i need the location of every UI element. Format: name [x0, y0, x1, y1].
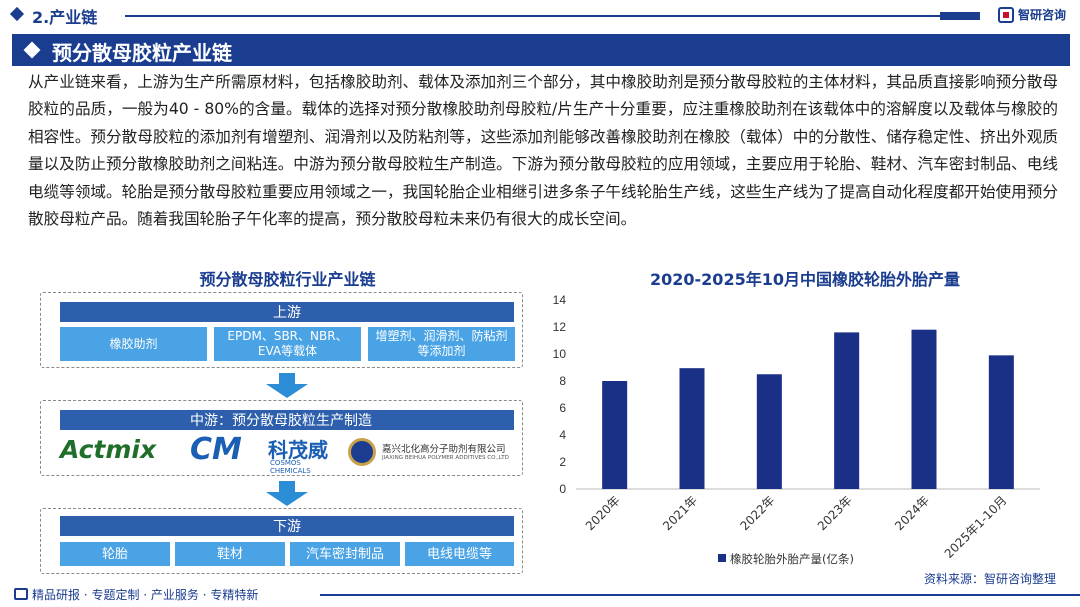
beihua-logo-en: JIAXING BEIHUA POLYMER ADDITIVES CO.,LTD: [382, 455, 509, 461]
brand-name: 智研咨询: [1017, 8, 1066, 22]
cm-logo-mark: CM: [190, 432, 242, 467]
x-tick-label: 2021年: [660, 493, 700, 533]
y-tick-label: 2: [559, 455, 566, 469]
top-header: 2.产业链 智研咨询: [0, 0, 1080, 32]
source-note: 资料来源：智研咨询整理: [923, 572, 1056, 586]
footer: 精品研报 · 专题定制 · 产业服务 · 专精特新: [0, 582, 1080, 607]
brand: 智研咨询: [997, 6, 1066, 23]
cm-logo-cn: 科茂威: [268, 438, 328, 462]
y-tick-label: 12: [553, 320, 567, 334]
cosmos-chemicals-logo: CM 科茂威 COSMOS CHEMICALS: [190, 432, 340, 475]
bar: [602, 381, 628, 489]
actmix-logo: Actmix: [60, 435, 157, 464]
flow-arrow-icon: [279, 373, 295, 385]
downstream-item: 鞋材: [175, 542, 285, 566]
beihua-logo: 嘉兴北化高分子助剂有限公司 JIAXING BEIHUA POLYMER ADD…: [346, 436, 512, 468]
x-tick-label: 2024年: [892, 493, 932, 533]
flow-arrow-head-icon: [266, 384, 308, 398]
beihua-seal-icon: [348, 438, 376, 466]
downstream-item: 电线电缆等: [405, 542, 514, 566]
x-tick-label: 2023年: [815, 493, 855, 533]
bar: [679, 368, 705, 489]
title-banner: 预分散母胶粒产业链: [12, 34, 1070, 66]
section-title: 2.产业链: [32, 8, 98, 27]
x-tick-label: 2025年1-10月: [942, 493, 1010, 561]
footer-text: 精品研报 · 专题定制 · 产业服务 · 专精特新: [32, 588, 259, 602]
section-diamond-icon: [9, 6, 25, 22]
legend-label: 橡胶轮胎外胎产量(亿条): [730, 552, 854, 566]
banner-diamond-icon: [23, 41, 41, 59]
intro-paragraph: 从产业链来看，上游为生产所需原材料，包括橡胶助剂、载体及添加剂三个部分，其中橡胶…: [28, 73, 1058, 229]
header-rule: [125, 12, 980, 20]
upstream-item: 增塑剂、润滑剂、防粘剂等添加剂: [368, 327, 515, 361]
y-tick-label: 6: [559, 401, 566, 415]
flow-arrow-head-icon: [266, 492, 308, 506]
beihua-logo-cn: 嘉兴北化高分子助剂有限公司: [382, 444, 506, 455]
upstream-box: [40, 292, 523, 368]
y-tick-label: 10: [553, 347, 567, 361]
page-title: 预分散母胶粒产业链: [52, 41, 232, 65]
bar: [756, 374, 782, 489]
y-tick-label: 14: [553, 293, 567, 307]
footer-rule: [320, 594, 1080, 596]
midstream-header: 中游：预分散母胶粒生产制造: [60, 410, 514, 430]
bar: [911, 329, 937, 489]
upstream-item: EPDM、SBR、NBR、EVA等载体: [214, 327, 361, 361]
bar: [988, 355, 1014, 489]
x-tick-label: 2020年: [583, 493, 623, 533]
upstream-header: 上游: [60, 302, 514, 322]
downstream-box: [40, 508, 523, 574]
bar: [834, 332, 860, 489]
bar-chart: 0 2 4 6 8 10 12 14 2020年 2021年 2022年 2023年 2024年 2025…: [553, 293, 1040, 566]
y-tick-label: 8: [559, 374, 566, 388]
downstream-header: 下游: [60, 516, 514, 536]
diagram-title: 预分散母胶粒行业产业链: [199, 270, 376, 289]
legend-swatch: [718, 554, 726, 562]
report-icon: [14, 588, 28, 600]
downstream-item: 轮胎: [60, 542, 170, 566]
flow-arrow-icon: [279, 481, 295, 493]
y-tick-label: 4: [559, 428, 566, 442]
midstream-box: [40, 400, 523, 476]
chart-title: 2020-2025年10月中国橡胶轮胎外胎产量: [650, 270, 960, 289]
y-tick-label: 0: [559, 482, 566, 496]
brand-logo-icon: [997, 6, 1014, 23]
downstream-item: 汽车密封制品: [290, 542, 400, 566]
upstream-item: 橡胶助剂: [60, 327, 207, 361]
cm-logo-en: COSMOS CHEMICALS: [270, 459, 311, 475]
x-tick-label: 2022年: [737, 493, 777, 533]
